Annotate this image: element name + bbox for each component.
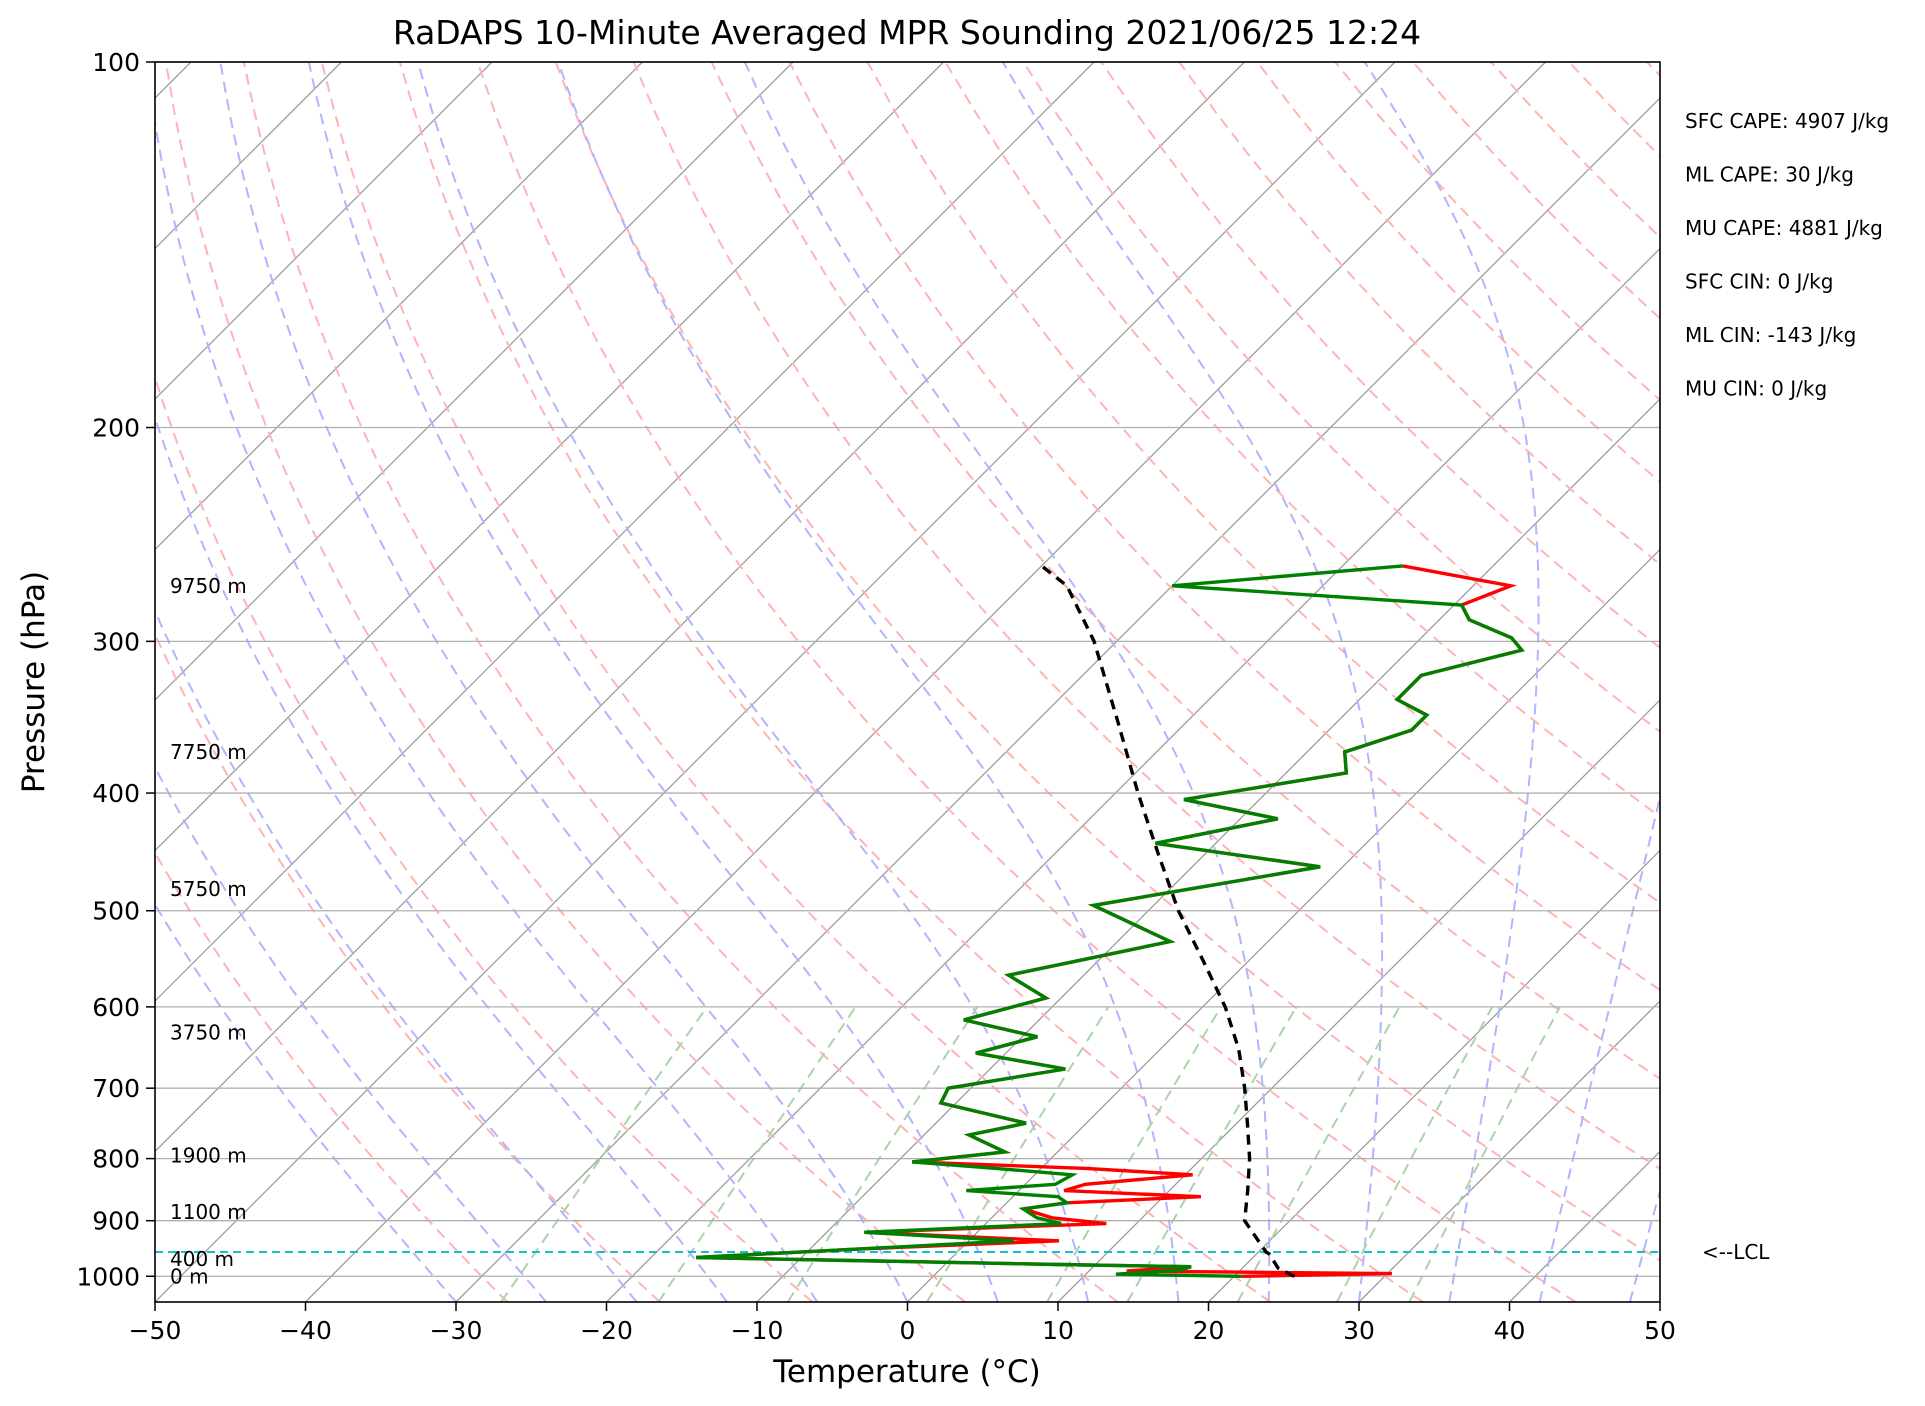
dry-adiabat-line [710,62,1660,1080]
y-axis-label: Pressure (hPa) [16,571,52,793]
moist-adiabat-line [155,765,548,1302]
dry-adiabat-line [476,62,1577,1302]
parcel-profile [1040,564,1296,1278]
y-tick-label: 300 [92,627,140,656]
stat-label: SFC CAPE: 4907 J/kg [1685,109,1889,133]
stat-label: ML CIN: -143 J/kg [1685,323,1856,347]
mixing-ratio-line [1408,1006,1561,1302]
dry-adiabat-line [1100,62,1660,649]
moist-adiabat-line [219,62,909,1302]
isotherm-line [155,62,1095,1002]
x-tick-label: 0 [900,1316,916,1345]
isotherm-line [756,398,1660,1302]
y-tick-label: 700 [92,1074,140,1103]
dry-adiabat-line [632,62,1660,1170]
mixing-ratio-line [657,1006,857,1302]
mixing-ratio-line [1126,1006,1298,1302]
dry-adiabat-line [554,62,1660,1262]
y-axis-ticks: 100 200 300 400 500 600 700 800 900 1000 [76,48,155,1291]
height-labels: 9750 m 7750 m 5750 m 3750 m 1900 m 1100 m 400 … [170,574,247,1288]
x-tick-label: −10 [731,1316,784,1345]
dry-adiabat-line [164,62,966,1302]
x-tick-label: −40 [279,1316,332,1345]
mixing-ratio-line [786,1006,979,1302]
height-label: 1100 m [170,1200,247,1224]
isotherm-line [155,62,1396,1302]
y-tick-label: 200 [92,414,140,443]
mixing-ratio-line [1336,1006,1494,1302]
isotherm-line [606,247,1660,1302]
background-lines [155,62,1660,1302]
isotherm-line [155,62,643,551]
x-tick-label: 40 [1494,1316,1526,1345]
height-label: 3750 m [170,1021,247,1045]
y-tick-label: 800 [92,1145,140,1174]
x-axis-label: Temperature (°C) [772,1354,1041,1390]
y-tick-label: 100 [92,48,140,77]
isotherm-line [155,62,794,701]
dry-adiabat-line [155,374,814,1302]
x-tick-label: −20 [580,1316,633,1345]
height-label: 0 m [170,1264,209,1288]
moist-adiabat-line [155,414,728,1302]
isotherm-line [155,62,944,852]
isotherm-line [907,548,1660,1302]
dry-adiabat-line [155,631,661,1302]
y-tick-label: 900 [92,1207,140,1236]
pressure-grid [155,61,1660,1277]
dry-adiabat-line [1022,62,1660,733]
y-tick-label: 600 [92,993,140,1022]
y-tick-label: 400 [92,779,140,808]
height-label: 7750 m [170,740,247,764]
moist-adiabat-line [1538,792,1660,1302]
x-tick-label: −30 [430,1316,483,1345]
sounding-series [696,564,1525,1278]
moist-adiabat-line [155,608,638,1302]
dewpoint-profile [696,564,1525,1278]
isotherm-line [305,62,1546,1302]
stat-label: ML CAPE: 30 J/kg [1685,163,1854,187]
isotherm-line [1057,699,1660,1302]
x-tick-label: 30 [1343,1316,1375,1345]
height-label: 9750 m [170,574,247,598]
dry-adiabat-line [155,850,509,1302]
isotherm-line [1358,1000,1660,1302]
x-tick-label: 20 [1193,1316,1225,1345]
moist-adiabat-line [307,62,999,1302]
stats-panel: SFC CAPE: 4907 J/kg ML CAPE: 30 J/kg MU CA… [1685,109,1889,401]
height-label: 5750 m [170,877,247,901]
x-axis-ticks: −50 −40 −30 −20 −10 0 10 20 30 40 50 [129,1302,1676,1345]
mixing-ratio-line [1046,1006,1222,1302]
mixing-ratio-line [1236,1006,1401,1302]
height-label: 1900 m [170,1143,247,1167]
isotherm-line [155,62,493,400]
stat-label: MU CAPE: 4881 J/kg [1685,216,1883,240]
dry-adiabat-line [242,62,1119,1302]
moist-adiabat-line [1363,62,1540,1302]
moist-adiabat-line [557,62,1180,1302]
dry-adiabat-line [398,62,1424,1302]
x-tick-label: 50 [1644,1316,1676,1345]
isotherm-line [1208,849,1660,1302]
mixing-ratio-line [500,1006,708,1302]
height-label: 400 m [170,1247,234,1271]
stat-label: MU CIN: 0 J/kg [1685,377,1827,401]
moist-adiabat-line [417,62,1090,1302]
stat-label: SFC CIN: 0 J/kg [1685,270,1833,294]
dry-adiabat-line [866,62,1660,904]
y-tick-label: 1000 [76,1262,140,1291]
dry-adiabat-line [320,62,1271,1302]
moist-adiabat-line [155,116,819,1302]
y-tick-label: 500 [92,897,140,926]
x-tick-label: 10 [1042,1316,1074,1345]
chart-title: RaDAPS 10-Minute Averaged MPR Sounding 2… [393,13,1421,52]
x-tick-label: −50 [129,1316,182,1345]
moist-adiabat-line [155,902,457,1302]
lcl-label: <--LCL [1702,1240,1770,1264]
isotherm-line [155,62,1245,1153]
dry-adiabat-line [788,62,1660,992]
